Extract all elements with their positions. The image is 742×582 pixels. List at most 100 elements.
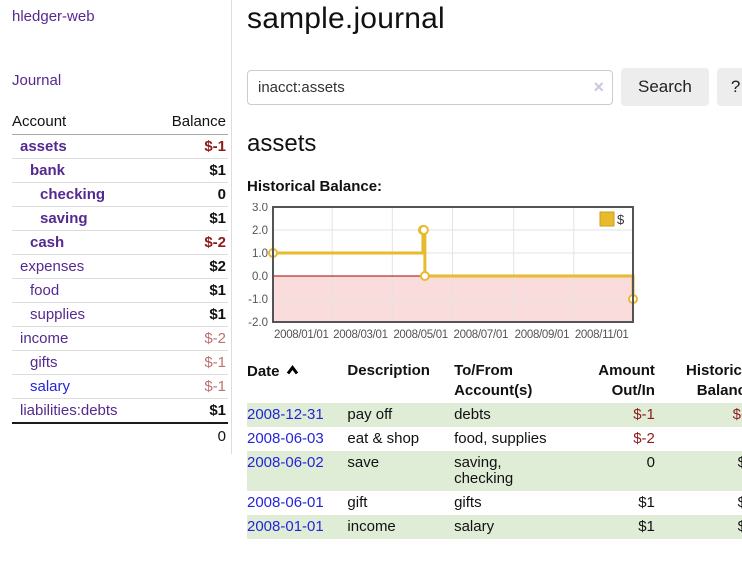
historical-balance-chart: $3.0 2.0 1.0 0.0 -1.0 -2.0 2008/01/01 2008/03/0… xyxy=(248,203,638,341)
transaction-amount: $1 xyxy=(638,518,655,535)
account-link[interactable]: supplies xyxy=(30,306,86,323)
transaction-date-link[interactable]: 2008-12-31 xyxy=(247,406,324,423)
sidebar-item-journal[interactable]: Journal xyxy=(12,72,231,90)
account-row-bank: bank $1 xyxy=(12,159,228,183)
search-box: × xyxy=(247,69,613,105)
transaction-balance: $2 xyxy=(737,454,742,471)
transaction-balance: $2 xyxy=(737,494,742,511)
accounts-total-row: 0 xyxy=(12,422,228,448)
x-tick-label: 2008/07/01 xyxy=(454,329,509,341)
clear-search-icon[interactable]: × xyxy=(593,76,604,97)
account-link[interactable]: expenses xyxy=(20,258,85,275)
account-balance: $1 xyxy=(209,282,226,299)
account-link[interactable]: food xyxy=(30,282,60,299)
transaction-balance: $1 xyxy=(737,518,742,535)
y-tick-label: 1.0 xyxy=(252,248,268,260)
x-tick-label: 2008/05/01 xyxy=(393,329,448,341)
transaction-row: 2008-06-02 save saving, checking 0 $2 xyxy=(247,451,742,491)
description-column-header: Description xyxy=(347,362,430,379)
account-link[interactable]: salary xyxy=(30,378,71,395)
y-tick-label: -2.0 xyxy=(248,317,268,329)
accounts-table: Account Balance assets $-1 bank $1 checking 0… xyxy=(12,110,228,448)
transaction-accounts: debts xyxy=(454,406,491,423)
transaction-balance: $-1 xyxy=(732,406,742,423)
transaction-date-link[interactable]: 2008-06-02 xyxy=(247,454,324,471)
y-tick-label: 2.0 xyxy=(252,225,268,237)
register-table: Date Description To/From Account(s) Amou… xyxy=(247,359,742,539)
main-content: sample.journal × Search ? assets Histori… xyxy=(232,0,742,539)
x-tick-label: 2008/01/01 xyxy=(274,329,329,341)
account-row-assets: assets $-1 xyxy=(12,135,228,159)
transaction-amount: 0 xyxy=(646,454,655,471)
y-tick-label: 0.0 xyxy=(252,271,268,283)
sort-ascending-icon xyxy=(286,361,299,381)
transaction-amount: $-2 xyxy=(633,430,655,447)
account-link[interactable]: income xyxy=(20,330,69,347)
y-tick-label: -1.0 xyxy=(248,294,268,306)
transaction-description: save xyxy=(347,454,380,471)
transaction-description: income xyxy=(347,518,396,535)
account-balance: $1 xyxy=(209,162,226,179)
account-heading: assets xyxy=(247,130,317,157)
account-balance: $1 xyxy=(209,210,226,227)
account-balance: $-2 xyxy=(204,330,226,347)
transaction-accounts: gifts xyxy=(454,494,482,511)
legend-swatch xyxy=(599,211,615,227)
account-link[interactable]: bank xyxy=(30,162,66,179)
accounts-rows: assets $-1 bank $1 checking 0 saving $1 cash $-2 e… xyxy=(12,135,228,422)
plot-border xyxy=(272,206,634,323)
accounts-total-value: 0 xyxy=(217,428,226,445)
account-link[interactable]: assets xyxy=(20,138,67,155)
amount-column-header: Amount Out/In xyxy=(598,362,655,399)
search-form: × Search ? xyxy=(247,68,742,106)
account-link[interactable]: saving xyxy=(40,210,88,227)
app-brand-link[interactable]: hledger-web xyxy=(12,8,231,26)
account-link[interactable]: cash xyxy=(30,234,65,251)
account-balance: $-1 xyxy=(204,354,226,371)
balance-column-header: Balance xyxy=(171,113,226,130)
transaction-description: pay off xyxy=(347,406,393,423)
transaction-accounts: salary xyxy=(454,518,495,535)
account-balance: $-2 xyxy=(204,234,226,251)
sidebar: hledger-web Journal Account Balance asse… xyxy=(0,0,232,454)
account-column-header: Account xyxy=(12,113,67,130)
transaction-accounts: saving, checking xyxy=(454,454,514,487)
transaction-date-link[interactable]: 2008-06-01 xyxy=(247,494,324,511)
account-balance: $2 xyxy=(209,258,226,275)
account-balance: $1 xyxy=(209,402,226,419)
transaction-balance: 0 xyxy=(655,427,742,451)
search-input[interactable] xyxy=(247,69,613,105)
page-title: sample.journal xyxy=(247,2,445,35)
account-link[interactable]: liabilities:debts xyxy=(20,402,118,419)
transaction-description: eat & shop xyxy=(347,430,420,447)
app-brand-label[interactable]: hledger-web xyxy=(12,8,95,25)
account-link[interactable]: gifts xyxy=(30,354,58,371)
chart-title: Historical Balance: xyxy=(247,178,383,195)
date-column-header[interactable]: Date xyxy=(247,359,347,403)
transaction-date-link[interactable]: 2008-01-01 xyxy=(247,518,324,535)
transaction-accounts: food, supplies xyxy=(454,430,547,447)
account-row-liabilities-debts: liabilities:debts $1 xyxy=(12,399,228,422)
account-balance: $-1 xyxy=(204,378,226,395)
journal-link-label[interactable]: Journal xyxy=(12,72,62,89)
account-row-cash: cash $-2 xyxy=(12,231,228,255)
account-balance: $-1 xyxy=(204,138,226,155)
register-header-row: Date Description To/From Account(s) Amou… xyxy=(247,359,742,403)
x-tick-label: 2008/09/01 xyxy=(515,329,570,341)
account-row-saving: saving $1 xyxy=(12,207,228,231)
data-point-marker xyxy=(419,271,430,281)
transaction-row: 2008-01-01 income salary $1 $1 xyxy=(247,515,742,539)
account-row-income: income $-2 xyxy=(12,327,228,351)
help-button[interactable]: ? xyxy=(716,68,742,106)
account-row-expenses: expenses $2 xyxy=(12,255,228,279)
transaction-description: gift xyxy=(347,494,368,511)
account-link[interactable]: checking xyxy=(40,186,106,203)
x-tick-label: 2008/03/01 xyxy=(333,329,388,341)
accounts-table-header: Account Balance xyxy=(12,110,228,135)
account-balance: 0 xyxy=(217,186,226,203)
x-tick-label: 2008/11/01 xyxy=(575,329,629,341)
transaction-row: 2008-12-31 pay off debts $-1 $-1 xyxy=(247,403,742,427)
search-button[interactable]: Search xyxy=(621,68,709,106)
transaction-date-link[interactable]: 2008-06-03 xyxy=(247,430,324,447)
balance-column-header: Historical Balance xyxy=(685,362,742,399)
